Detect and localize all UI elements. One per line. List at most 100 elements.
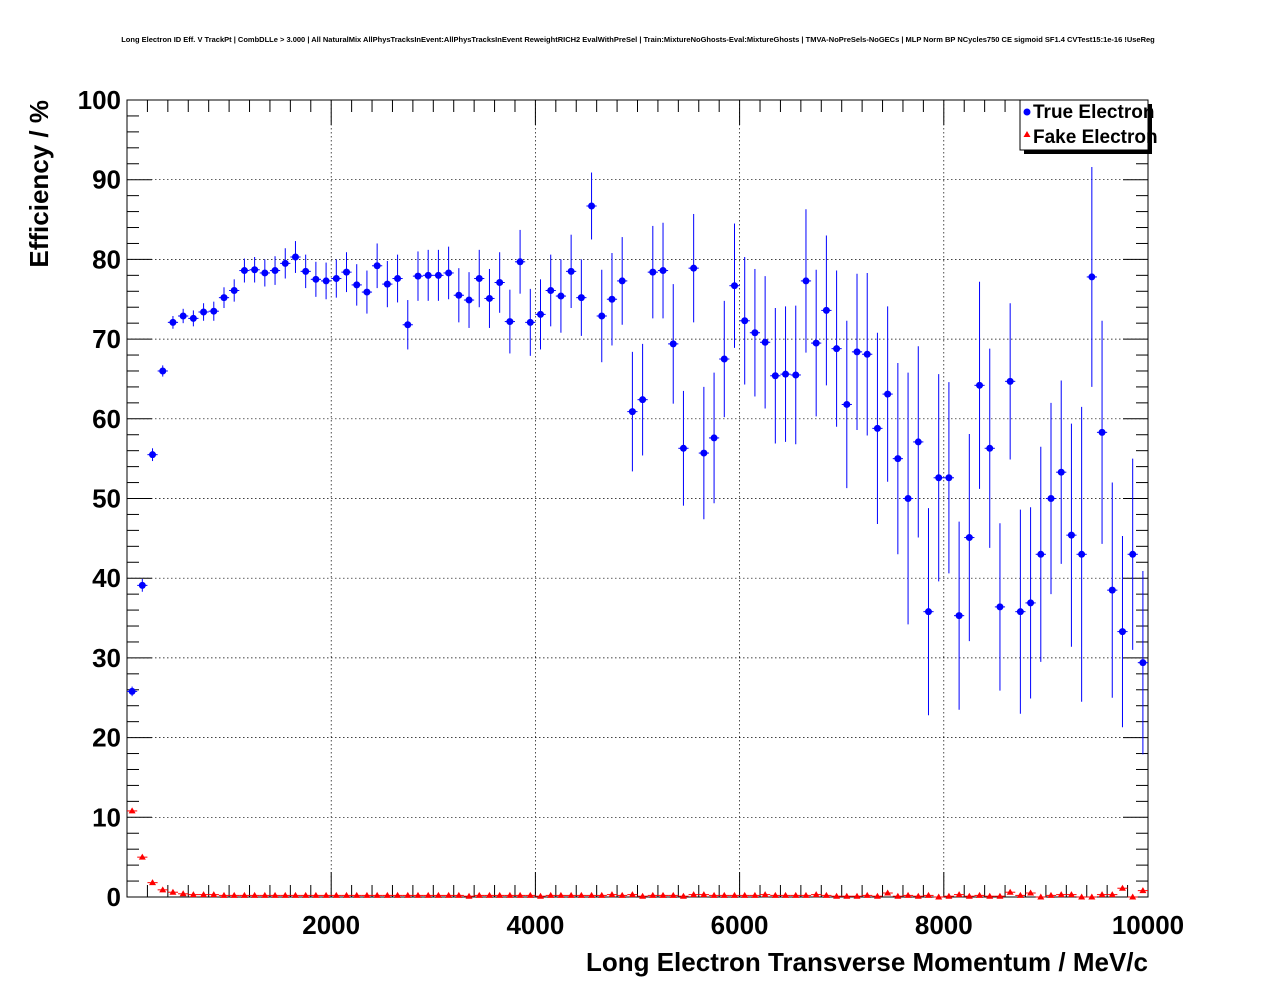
point-marker [363,288,371,296]
point-marker [189,891,197,898]
point-marker [659,891,667,898]
data-point [423,891,434,898]
data-point [463,892,475,899]
data-point [566,234,577,309]
data-point [800,209,812,353]
data-point [1086,893,1097,900]
point-marker [1047,495,1055,502]
data-point [576,891,587,898]
data-point [872,892,883,899]
point-marker [475,891,483,898]
point-marker [547,891,555,898]
point-marker [220,891,228,898]
point-marker [465,296,473,304]
point-marker [149,451,157,459]
data-point [627,351,638,472]
data-point [913,346,924,538]
data-point [719,891,730,898]
data-point [862,891,873,898]
data-point [127,686,138,697]
data-point [821,891,832,898]
data-point [392,254,403,303]
point-marker [169,318,177,326]
point-marker [475,275,483,283]
point-marker [588,202,596,210]
point-marker [394,891,402,898]
y-tick-label: 40 [92,563,121,593]
point-marker [1067,891,1075,898]
data-point [147,879,158,886]
data-point [729,891,740,898]
point-marker [822,891,830,898]
point-marker [220,294,228,302]
data-point [1005,888,1016,895]
point-marker [394,275,402,283]
data-point [831,892,842,899]
data-point [657,891,669,898]
data-point [443,891,454,898]
chart-title: Long Electron ID Eff. V TrackPt | CombDL… [121,35,1155,44]
series-fake-electron [127,807,1148,900]
x-tick-label: 4000 [506,910,564,940]
data-point [484,891,495,898]
point-marker [322,277,330,285]
data-point [708,891,720,898]
point-marker [649,891,657,898]
data-point [341,891,352,898]
point-marker [567,891,575,898]
legend-marker-fake-electron [1023,131,1031,137]
point-marker [526,318,534,326]
data-point [320,262,332,300]
data-point [1127,458,1138,650]
point-marker [884,889,892,896]
data-point [964,433,975,642]
y-axis-label: Efficiency / % [24,100,54,268]
data-point [790,305,801,445]
x-tick-label: 2000 [302,910,360,940]
data-point [811,891,822,898]
point-marker [149,879,157,886]
data-point [1117,884,1128,891]
point-marker [751,329,759,337]
y-tick-label: 20 [92,723,121,753]
point-marker [353,281,361,289]
point-marker [802,277,810,285]
data-point [637,343,648,456]
data-point [433,249,444,301]
point-marker [557,292,565,300]
point-marker [802,891,810,898]
point-marker [996,603,1004,611]
data-point [913,892,924,899]
data-point [188,891,199,898]
point-marker [506,891,514,898]
data-point [494,252,505,313]
point-marker [1118,628,1126,636]
data-point [933,374,944,582]
data-point [984,348,995,548]
data-point [1076,893,1087,900]
data-point [259,259,270,287]
point-marker [965,892,973,899]
point-marker [751,891,759,898]
legend-label-true-electron: True Electron [1033,102,1154,123]
point-marker [894,455,902,463]
data-point [923,508,934,716]
data-point [821,235,832,386]
data-point [994,892,1006,899]
point-marker [1108,891,1116,898]
data-point [198,303,209,321]
point-marker [1067,531,1075,539]
data-point [402,891,413,898]
data-point [259,891,270,898]
data-point [1107,891,1118,898]
point-marker [332,275,340,283]
data-point [637,892,648,899]
data-point [453,891,464,898]
point-marker [853,348,861,356]
point-marker [1057,468,1065,476]
data-point [157,886,168,893]
data-point [760,276,771,409]
point-marker [537,892,545,899]
data-point [1025,507,1036,699]
point-marker [720,355,728,363]
